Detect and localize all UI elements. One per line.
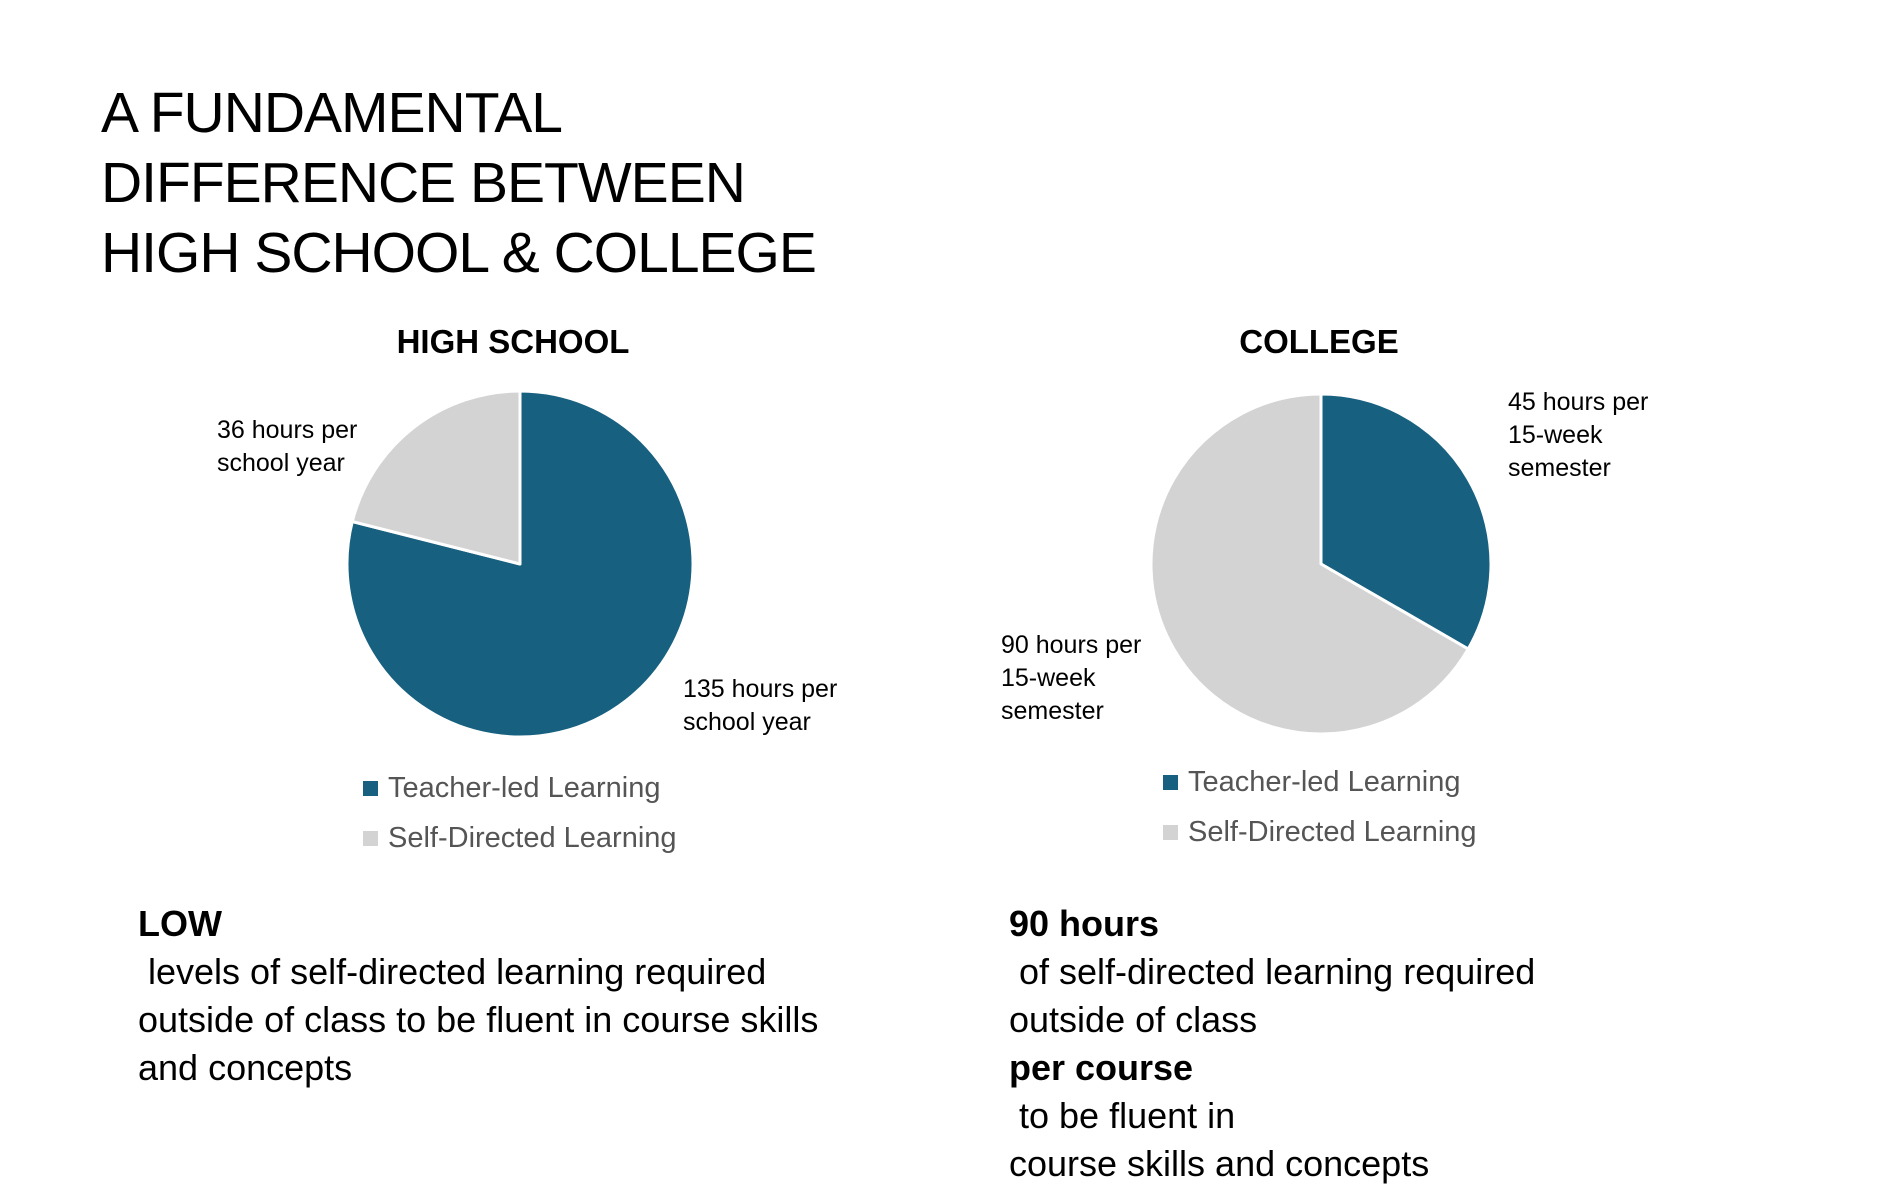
college-chart-title: COLLEGE xyxy=(1239,323,1399,360)
caption-line: course skills and concepts xyxy=(1009,1140,1769,1188)
high-school-self-label: 36 hours per school year xyxy=(217,414,357,480)
slice-label-line: semester xyxy=(1508,454,1611,482)
slide-title-line: HIGH SCHOOL & COLLEGE xyxy=(101,221,817,285)
pie-slice-self-directed xyxy=(350,389,522,566)
slide-title-line: A FUNDAMENTAL xyxy=(101,81,563,145)
caption-text: outside of class to be fluent in course … xyxy=(138,999,819,1040)
high-school-chart-title: HIGH SCHOOL xyxy=(396,323,630,360)
pie-slice-self-directed xyxy=(1149,392,1470,736)
slide-title: A FUNDAMENTAL DIFFERENCE BETWEEN HIGH SC… xyxy=(101,78,1001,288)
college-teacher-label: 45 hours per 15-week semester xyxy=(1508,386,1648,485)
caption-line: 90 hours of self-directed learning requi… xyxy=(1009,900,1769,996)
caption-text: outside of class xyxy=(1009,999,1268,1040)
slice-label-line: semester xyxy=(1001,697,1104,725)
caption-emphasis: per course xyxy=(1009,1047,1194,1088)
slice-label-line: 15-week xyxy=(1508,421,1603,449)
legend-swatch xyxy=(1163,824,1178,840)
caption-line: and concepts xyxy=(138,1044,898,1092)
college-legend: Teacher-led Learning Self-Directed Learn… xyxy=(1163,757,1477,857)
college-caption: 90 hours of self-directed learning requi… xyxy=(1009,900,1769,1188)
legend-swatch xyxy=(363,830,378,846)
slice-label-line: 15-week xyxy=(1001,664,1096,692)
slice-label-line: 36 hours per xyxy=(217,416,358,444)
slice-label-line: 135 hours per xyxy=(683,675,838,703)
slice-label-line: 90 hours per xyxy=(1001,631,1142,659)
high-school-legend: Teacher-led Learning Self-Directed Learn… xyxy=(363,763,677,863)
legend-label: Teacher-led Learning xyxy=(1188,765,1461,798)
legend-label: Self-Directed Learning xyxy=(388,821,677,854)
college-self-label: 90 hours per 15-week semester xyxy=(1001,629,1141,728)
caption-text: of self-directed learning required xyxy=(1009,951,1536,992)
high-school-caption: LOW levels of self-directed learning req… xyxy=(138,900,898,1092)
caption-line: LOW levels of self-directed learning req… xyxy=(138,900,898,996)
legend-item: Teacher-led Learning xyxy=(1163,757,1477,807)
legend-item: Self-Directed Learning xyxy=(1163,807,1477,857)
caption-emphasis: 90 hours xyxy=(1009,903,1160,944)
slice-label-line: 45 hours per xyxy=(1508,388,1649,416)
legend-label: Self-Directed Learning xyxy=(1188,815,1477,848)
caption-emphasis: LOW xyxy=(138,903,222,944)
legend-swatch xyxy=(1163,774,1178,790)
slice-label-line: school year xyxy=(683,708,811,736)
high-school-pie-chart xyxy=(345,389,695,739)
caption-text: to be fluent in xyxy=(1009,1095,1236,1136)
slide-title-line: DIFFERENCE BETWEEN xyxy=(101,151,746,215)
caption-text: levels of self-directed learning require… xyxy=(138,951,767,992)
caption-text: course skills and concepts xyxy=(1009,1143,1430,1184)
caption-line: outside of class to be fluent in course … xyxy=(138,996,898,1044)
legend-item: Teacher-led Learning xyxy=(363,763,677,813)
legend-label: Teacher-led Learning xyxy=(388,771,661,804)
caption-line: outside of class per course to be fluent… xyxy=(1009,996,1769,1140)
legend-item: Self-Directed Learning xyxy=(363,813,677,863)
legend-swatch xyxy=(363,780,378,796)
pie-slice-teacher-led xyxy=(1319,392,1493,651)
high-school-teacher-label: 135 hours per school year xyxy=(683,673,837,739)
slice-label-line: school year xyxy=(217,449,345,477)
college-pie-chart xyxy=(1149,392,1493,736)
caption-text: and concepts xyxy=(138,1047,353,1088)
